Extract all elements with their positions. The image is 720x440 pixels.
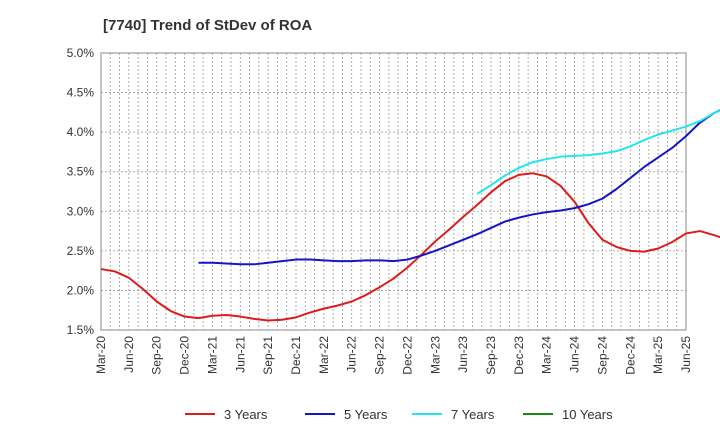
x-tick-label: Sep-23: [484, 336, 498, 375]
x-tick-label: Dec-20: [178, 336, 192, 375]
x-tick-label: Mar-23: [428, 336, 442, 374]
x-tick-label: Dec-24: [623, 336, 637, 375]
x-tick-label: Sep-20: [150, 336, 164, 375]
x-tick-label: Dec-22: [400, 336, 414, 375]
y-tick-label: 4.5%: [67, 86, 95, 100]
x-tick-label: Jun-22: [345, 336, 359, 373]
grid: [101, 53, 686, 330]
legend-label: 3 Years: [224, 407, 268, 422]
plot-area: [100, 52, 687, 331]
x-tick-label: Jun-21: [233, 336, 247, 373]
x-tick-label: Mar-25: [651, 336, 665, 374]
x-tick-label: Mar-20: [94, 336, 108, 374]
x-tick-label: Jun-20: [122, 336, 136, 373]
x-tick-label: Sep-24: [595, 336, 609, 375]
y-tick-label: 3.0%: [67, 204, 95, 218]
legend-label: 5 Years: [344, 407, 388, 422]
x-tick-label: Jun-23: [456, 336, 470, 373]
legend: 3 Years 5 Years 7 Years 10 Years: [185, 407, 613, 422]
y-tick-label: 1.5%: [67, 323, 95, 337]
x-tick-label: Mar-22: [317, 336, 331, 374]
y-tick-label: 2.5%: [67, 244, 95, 258]
x-tick-label: Sep-22: [373, 336, 387, 375]
y-tick-label: 4.0%: [67, 125, 95, 139]
y-axis: 1.5% 2.0% 2.5% 3.0% 3.5% 4.0% 4.5% 5.0%: [67, 46, 95, 337]
legend-label: 10 Years: [562, 407, 613, 422]
y-tick-label: 5.0%: [67, 46, 95, 60]
series-line-3-years: [100, 172, 720, 322]
series-line-7-years: [476, 109, 720, 195]
x-tick-label: Mar-24: [540, 336, 554, 374]
series-line-5-years: [198, 109, 720, 266]
x-tick-label: Dec-23: [512, 336, 526, 375]
x-tick-label: Mar-21: [205, 336, 219, 374]
x-tick-label: Dec-21: [289, 336, 303, 375]
y-tick-label: 3.5%: [67, 165, 95, 179]
y-tick-label: 2.0%: [67, 283, 95, 297]
series-group: [100, 109, 720, 322]
x-tick-label: Jun-25: [679, 336, 693, 373]
x-axis: Mar-20 Jun-20 Sep-20 Dec-20 Mar-21 Jun-21 Sep-…: [94, 336, 693, 375]
x-tick-label: Jun-24: [568, 336, 582, 373]
chart-title: [7740] Trend of StDev of ROA: [103, 17, 312, 34]
legend-label: 7 Years: [451, 407, 495, 422]
x-tick-label: Sep-21: [261, 336, 275, 375]
